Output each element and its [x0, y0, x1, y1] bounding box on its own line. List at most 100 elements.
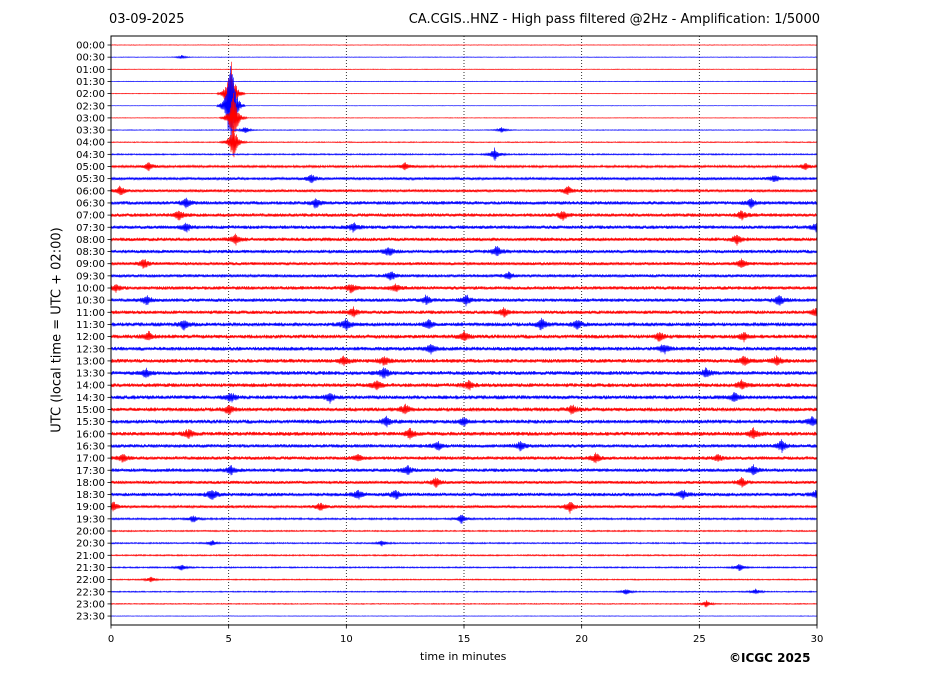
- trace-2330: [110, 615, 818, 617]
- y-tick-label: 07:30: [76, 223, 105, 234]
- trace-0100: [110, 68, 818, 71]
- trace-1100: [110, 306, 818, 318]
- y-tick-label: 03:30: [76, 126, 105, 137]
- trace-0600: [110, 185, 818, 196]
- y-tick-label: 11:30: [76, 320, 105, 331]
- trace-1130: [110, 317, 818, 331]
- trace-2300: [110, 600, 818, 608]
- y-tick-label: 11:00: [76, 308, 105, 319]
- trace-0230: [110, 65, 818, 146]
- trace-1800: [110, 476, 818, 488]
- y-tick-label: 22:30: [76, 587, 105, 598]
- trace-1330: [110, 367, 818, 379]
- trace-1830: [110, 489, 818, 500]
- y-tick-label: 01:30: [76, 77, 105, 88]
- trace-0030: [110, 55, 818, 60]
- trace-0430: [110, 147, 818, 161]
- trace-0700: [110, 210, 818, 221]
- chart-title: CA.CGIS..HNZ - High pass filtered @2Hz -…: [408, 12, 820, 27]
- trace-1000: [110, 283, 818, 294]
- y-tick-label: 01:00: [76, 65, 105, 76]
- y-tick-label: 22:00: [76, 575, 105, 586]
- trace-1500: [110, 403, 818, 415]
- y-tick-label: 02:00: [76, 89, 105, 100]
- trace-2230: [110, 588, 818, 595]
- y-tick-label: 10:30: [76, 296, 105, 307]
- trace-0300: [110, 92, 818, 136]
- trace-1300: [110, 355, 818, 367]
- y-tick-label: 14:30: [76, 393, 105, 404]
- y-tick-label: 15:00: [76, 405, 105, 416]
- trace-0400: [110, 125, 818, 158]
- x-tick-label: 15: [458, 634, 471, 645]
- trace-0500: [110, 162, 818, 172]
- trace-1930: [110, 514, 818, 524]
- x-tick-label: 0: [108, 634, 114, 645]
- trace-2100: [110, 553, 818, 557]
- y-tick-label: 09:00: [76, 259, 105, 270]
- y-tick-label: 16:30: [76, 441, 105, 452]
- trace-2030: [110, 540, 818, 547]
- y-tick-label: 23:00: [76, 599, 105, 610]
- trace-0730: [110, 222, 818, 233]
- y-tick-label: 15:30: [76, 417, 105, 428]
- trace-1530: [110, 415, 818, 428]
- y-tick-label: 19:30: [76, 514, 105, 525]
- y-tick-label: 19:00: [76, 502, 105, 513]
- x-axis-label: time in minutes: [420, 650, 507, 663]
- x-tick-label: 5: [225, 634, 231, 645]
- trace-0000: [110, 44, 818, 46]
- trace-0530: [110, 174, 818, 184]
- x-tick-label: 30: [811, 634, 824, 645]
- y-tick-label: 21:30: [76, 563, 105, 574]
- y-tick-label: 12:00: [76, 332, 105, 343]
- y-tick-label: 16:00: [76, 429, 105, 440]
- date-label: 03-09-2025: [109, 12, 185, 27]
- vertical-gridlines: [228, 36, 700, 625]
- y-tick-label: 00:30: [76, 53, 105, 64]
- y-tick-label: 17:30: [76, 466, 105, 477]
- trace-2000: [110, 529, 818, 533]
- trace-1230: [110, 344, 818, 355]
- y-tick-label: 14:00: [76, 381, 105, 392]
- trace-1700: [110, 452, 818, 464]
- y-tick-label: 23:30: [76, 612, 105, 623]
- y-tick-label: 18:00: [76, 478, 105, 489]
- trace-1430: [110, 392, 818, 404]
- y-tick-label: 03:00: [76, 113, 105, 124]
- trace-0330: [110, 127, 818, 133]
- trace-1630: [110, 439, 818, 454]
- trace-1600: [110, 427, 818, 440]
- y-tick-label: 08:30: [76, 247, 105, 258]
- y-tick-label: 17:00: [76, 454, 105, 465]
- trace-2130: [110, 564, 818, 572]
- x-axis-ticks: 0 5 10 15 20 25 30: [108, 625, 824, 645]
- copyright-label: ©ICGC 2025: [729, 651, 811, 665]
- y-tick-label: 12:30: [76, 344, 105, 355]
- y-tick-label: 05:00: [76, 162, 105, 173]
- y-tick-label: 04:30: [76, 150, 105, 161]
- trace-0900: [110, 258, 818, 269]
- trace-1900: [110, 501, 818, 514]
- trace-0930: [110, 271, 818, 281]
- y-tick-label: 20:30: [76, 539, 105, 550]
- trace-1200: [110, 330, 818, 343]
- trace-1030: [110, 294, 818, 307]
- y-tick-label: 13:00: [76, 356, 105, 367]
- trace-1400: [110, 379, 818, 391]
- y-tick-label: 21:00: [76, 551, 105, 562]
- y-tick-label: 08:00: [76, 235, 105, 246]
- y-tick-label: 18:30: [76, 490, 105, 501]
- trace-0800: [110, 233, 818, 246]
- y-axis-label: UTC (local time = UTC + 02:00): [49, 227, 65, 433]
- trace-0630: [110, 197, 818, 209]
- y-tick-label: 00:00: [76, 41, 105, 52]
- x-tick-label: 25: [693, 634, 706, 645]
- y-tick-label: 06:30: [76, 198, 105, 209]
- y-tick-label: 10:00: [76, 284, 105, 295]
- y-tick-label: 13:30: [76, 369, 105, 380]
- trace-0830: [110, 246, 818, 257]
